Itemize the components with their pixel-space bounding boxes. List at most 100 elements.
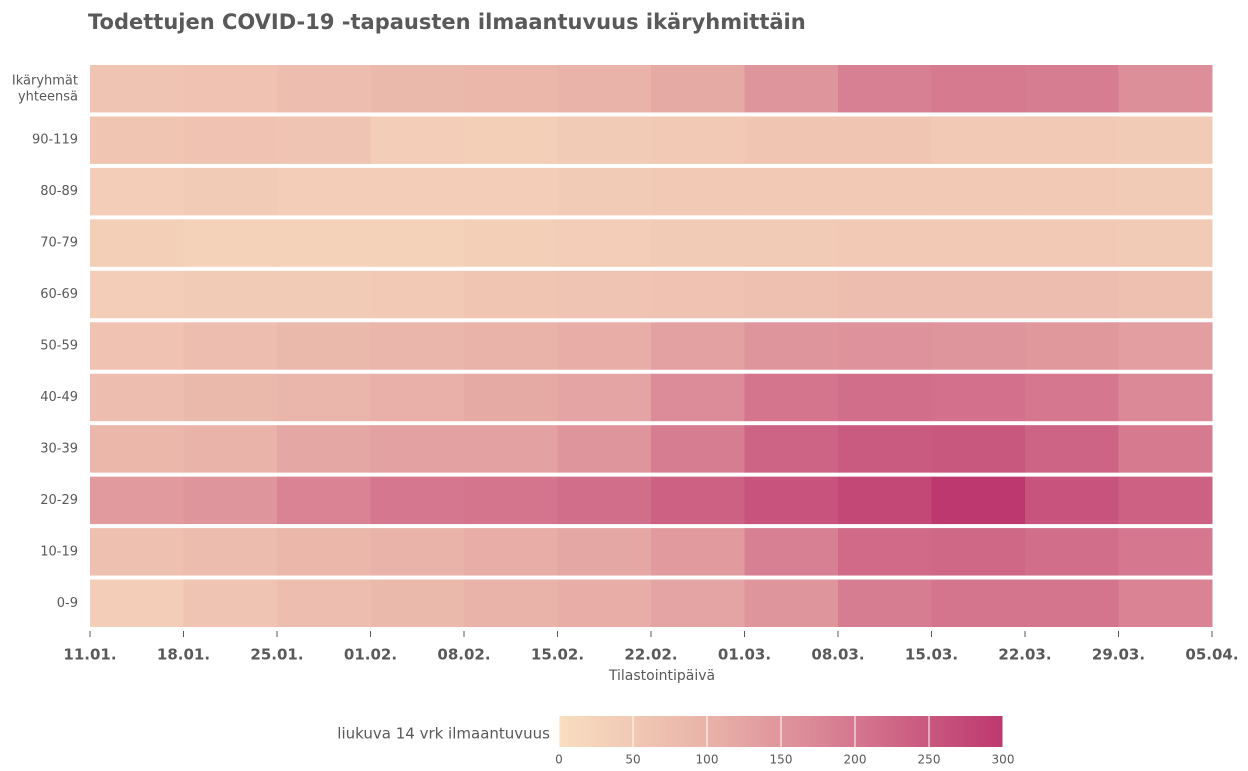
heat-cell bbox=[557, 167, 652, 216]
heat-cell bbox=[1118, 373, 1213, 422]
heat-cell bbox=[277, 425, 371, 473]
y-tick-label: 40-49 bbox=[40, 390, 78, 405]
heat-cell bbox=[651, 425, 745, 473]
heat-cell bbox=[370, 219, 465, 267]
heat-cell bbox=[557, 373, 652, 422]
heat-cell bbox=[1025, 116, 1119, 164]
heat-cell bbox=[931, 270, 1026, 319]
heat-cell bbox=[838, 579, 932, 627]
heat-cell bbox=[464, 476, 558, 525]
heat-cell bbox=[277, 528, 371, 576]
heat-cell bbox=[744, 579, 839, 627]
heat-cell bbox=[1025, 425, 1119, 473]
heat-cell bbox=[838, 322, 932, 370]
heat-cell bbox=[464, 528, 558, 576]
heat-cell bbox=[744, 116, 839, 164]
heat-cell bbox=[90, 167, 184, 216]
heat-cell bbox=[1118, 167, 1213, 216]
heat-cell bbox=[744, 322, 839, 370]
x-tick-label: 15.02. bbox=[531, 646, 584, 664]
heat-cell bbox=[744, 528, 839, 576]
heat-cell bbox=[464, 65, 558, 113]
y-tick-label-line: yhteensä bbox=[18, 89, 78, 104]
x-tick-label: 22.02. bbox=[624, 646, 677, 664]
heat-cell bbox=[183, 579, 278, 627]
x-tick-label: 25.01. bbox=[250, 646, 303, 664]
y-tick-label: 80-89 bbox=[40, 184, 78, 199]
heat-cell bbox=[1025, 219, 1119, 267]
x-tick-label: 01.03. bbox=[718, 646, 771, 664]
heat-cell bbox=[557, 270, 652, 319]
heat-cell bbox=[651, 219, 745, 267]
heat-cell bbox=[90, 425, 184, 473]
y-tick-label: 60-69 bbox=[40, 287, 78, 302]
heat-cell bbox=[370, 373, 465, 422]
heat-cell bbox=[1025, 579, 1119, 627]
heat-cell bbox=[1118, 219, 1213, 267]
y-tick-label-line: Ikäryhmät bbox=[12, 73, 78, 88]
heat-cell bbox=[838, 167, 932, 216]
heat-cell bbox=[370, 528, 465, 576]
heat-cell bbox=[277, 373, 371, 422]
heat-cell bbox=[931, 116, 1026, 164]
x-tick-label: 08.02. bbox=[437, 646, 490, 664]
colorbar-tick-label: 300 bbox=[992, 753, 1015, 767]
heat-cell bbox=[931, 579, 1026, 627]
heat-cell bbox=[1025, 373, 1119, 422]
heat-cell bbox=[370, 425, 465, 473]
heat-cell bbox=[557, 322, 652, 370]
heat-cell bbox=[931, 425, 1026, 473]
colorbar-title: liukuva 14 vrk ilmaantuvuus bbox=[337, 725, 550, 743]
heat-cell bbox=[931, 219, 1026, 267]
heat-cell bbox=[370, 167, 465, 216]
y-tick-label: 30-39 bbox=[40, 441, 78, 456]
heat-cell bbox=[931, 65, 1026, 113]
heat-cell bbox=[838, 476, 932, 525]
heat-cell bbox=[277, 167, 371, 216]
heat-cell bbox=[651, 65, 745, 113]
heat-cell bbox=[464, 322, 558, 370]
heat-cell bbox=[90, 65, 184, 113]
heat-cell bbox=[1118, 322, 1213, 370]
heat-cell bbox=[277, 322, 371, 370]
heat-cell bbox=[90, 322, 184, 370]
heat-cell bbox=[277, 116, 371, 164]
heat-cell bbox=[464, 116, 558, 164]
y-tick-label: 10-19 bbox=[40, 544, 78, 559]
colorbar-tick-label: 250 bbox=[918, 753, 941, 767]
heat-cell bbox=[931, 528, 1026, 576]
heat-cell bbox=[183, 425, 278, 473]
heat-cell bbox=[557, 425, 652, 473]
heat-cell bbox=[931, 373, 1026, 422]
colorbar-tick-label: 150 bbox=[770, 753, 793, 767]
heat-cell bbox=[838, 425, 932, 473]
heat-cell bbox=[744, 270, 839, 319]
heat-cell bbox=[464, 167, 558, 216]
heat-cell bbox=[651, 167, 745, 216]
heat-cell bbox=[183, 322, 278, 370]
heat-cell bbox=[557, 476, 652, 525]
heat-cell bbox=[838, 219, 932, 267]
heat-cell bbox=[1025, 167, 1119, 216]
heat-cell bbox=[651, 476, 745, 525]
heat-cell bbox=[183, 476, 278, 525]
heat-cell bbox=[1025, 270, 1119, 319]
y-tick-label: Ikäryhmät yhteensä bbox=[12, 73, 78, 104]
heat-cell bbox=[651, 116, 745, 164]
heat-cell bbox=[90, 116, 184, 164]
heat-cell bbox=[651, 528, 745, 576]
heat-cell bbox=[90, 476, 184, 525]
heat-cell bbox=[557, 528, 652, 576]
heat-cell bbox=[370, 116, 465, 164]
heat-cell bbox=[183, 270, 278, 319]
heat-cell bbox=[1025, 322, 1119, 370]
heat-cell bbox=[1025, 476, 1119, 525]
heat-cell bbox=[557, 65, 652, 113]
colorbar-tick-label: 0 bbox=[555, 753, 563, 767]
x-axis-title: Tilastointipäivä bbox=[608, 668, 715, 684]
heat-cell bbox=[183, 373, 278, 422]
heat-cell bbox=[90, 579, 184, 627]
x-tick-label: 11.01. bbox=[63, 646, 116, 664]
heat-cell bbox=[651, 322, 745, 370]
